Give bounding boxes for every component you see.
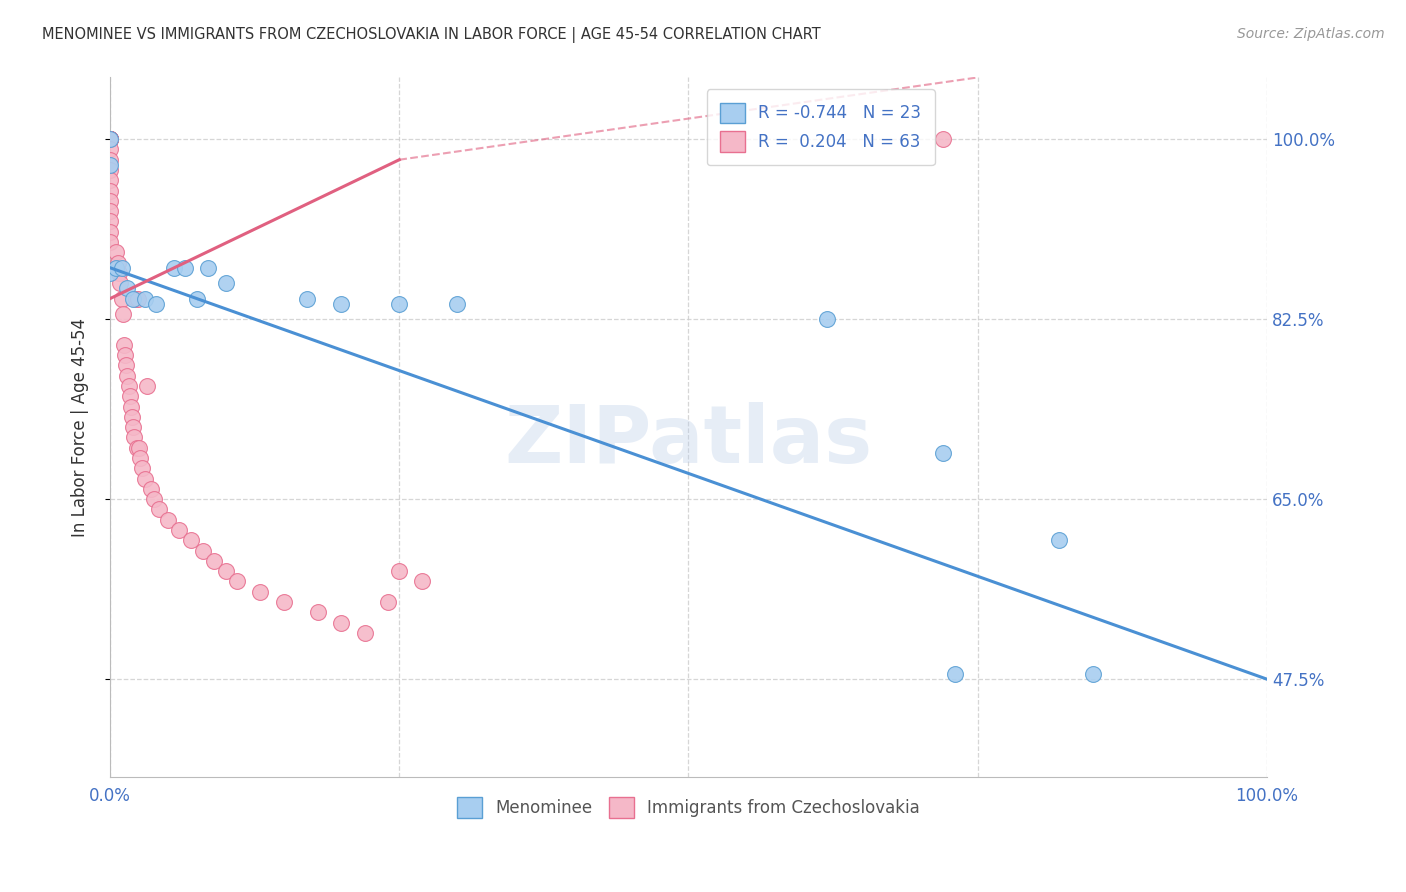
- Point: [122, 292, 145, 306]
- Point: [111, 307, 134, 321]
- Point: [129, 450, 152, 465]
- Point: [98, 132, 121, 146]
- Point: [98, 132, 121, 146]
- Point: [98, 235, 121, 249]
- Point: [932, 446, 955, 460]
- Point: [120, 400, 142, 414]
- Point: [353, 625, 375, 640]
- Point: [943, 667, 966, 681]
- Text: ZIPatlas: ZIPatlas: [505, 402, 873, 480]
- Point: [98, 132, 121, 146]
- Point: [932, 132, 955, 146]
- Point: [134, 472, 156, 486]
- Point: [180, 533, 202, 548]
- Point: [1047, 533, 1070, 548]
- Point: [98, 266, 121, 280]
- Point: [215, 564, 238, 578]
- Point: [98, 173, 121, 187]
- Point: [117, 368, 139, 383]
- Point: [98, 132, 121, 146]
- Point: [125, 441, 148, 455]
- Point: [131, 461, 153, 475]
- Point: [215, 276, 238, 290]
- Point: [148, 502, 170, 516]
- Point: [111, 260, 134, 275]
- Point: [114, 348, 136, 362]
- Point: [127, 292, 149, 306]
- Point: [388, 564, 411, 578]
- Point: [202, 554, 225, 568]
- Point: [98, 184, 121, 198]
- Point: [98, 132, 121, 146]
- Point: [191, 543, 214, 558]
- Point: [118, 389, 141, 403]
- Point: [1083, 667, 1105, 681]
- Point: [411, 574, 433, 589]
- Point: [273, 595, 295, 609]
- Point: [98, 132, 121, 146]
- Point: [226, 574, 249, 589]
- Point: [136, 379, 159, 393]
- Point: [446, 296, 468, 310]
- Point: [117, 379, 139, 393]
- Point: [111, 292, 134, 306]
- Point: [169, 523, 191, 537]
- Point: [139, 482, 162, 496]
- Point: [108, 266, 131, 280]
- Point: [98, 214, 121, 228]
- Point: [163, 260, 186, 275]
- Point: [295, 292, 318, 306]
- Point: [98, 153, 121, 167]
- Point: [815, 312, 838, 326]
- Y-axis label: In Labor Force | Age 45-54: In Labor Force | Age 45-54: [72, 318, 89, 537]
- Point: [107, 255, 129, 269]
- Point: [121, 409, 143, 424]
- Point: [124, 292, 146, 306]
- Point: [98, 132, 121, 146]
- Point: [134, 292, 156, 306]
- Point: [122, 420, 145, 434]
- Point: [124, 430, 146, 444]
- Point: [98, 225, 121, 239]
- Point: [186, 292, 208, 306]
- Point: [330, 296, 353, 310]
- Point: [98, 158, 121, 172]
- Point: [110, 276, 132, 290]
- Point: [249, 584, 271, 599]
- Point: [98, 204, 121, 219]
- Point: [145, 296, 167, 310]
- Point: [174, 260, 197, 275]
- Point: [388, 296, 411, 310]
- Text: MENOMINEE VS IMMIGRANTS FROM CZECHOSLOVAKIA IN LABOR FORCE | AGE 45-54 CORRELATI: MENOMINEE VS IMMIGRANTS FROM CZECHOSLOVA…: [42, 27, 821, 43]
- Point: [98, 132, 121, 146]
- Point: [104, 245, 127, 260]
- Text: Source: ZipAtlas.com: Source: ZipAtlas.com: [1237, 27, 1385, 41]
- Point: [98, 143, 121, 157]
- Point: [98, 132, 121, 146]
- Point: [128, 441, 150, 455]
- Point: [197, 260, 219, 275]
- Legend: Menominee, Immigrants from Czechoslovakia: Menominee, Immigrants from Czechoslovaki…: [450, 791, 927, 824]
- Point: [377, 595, 399, 609]
- Point: [98, 132, 121, 146]
- Point: [156, 513, 179, 527]
- Point: [112, 338, 135, 352]
- Point: [307, 605, 329, 619]
- Point: [98, 194, 121, 208]
- Point: [143, 492, 166, 507]
- Point: [115, 359, 138, 373]
- Point: [330, 615, 353, 630]
- Point: [117, 281, 139, 295]
- Point: [104, 260, 127, 275]
- Point: [98, 163, 121, 178]
- Point: [98, 132, 121, 146]
